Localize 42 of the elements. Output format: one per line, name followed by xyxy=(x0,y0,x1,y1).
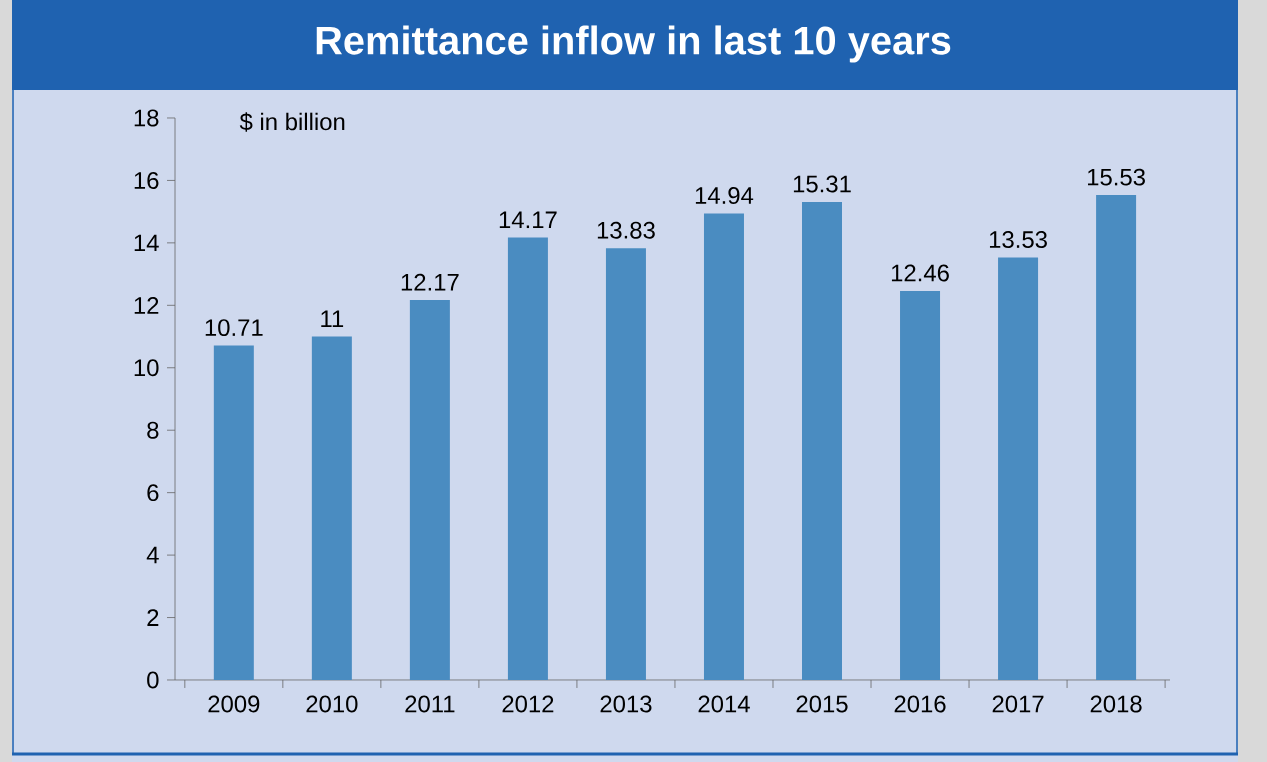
y-tick-label: 0 xyxy=(147,671,159,689)
data-label: 11 xyxy=(321,310,344,328)
data-label: 12.46 xyxy=(891,264,949,282)
data-label: 13.83 xyxy=(597,221,655,239)
x-tick-label: 2013 xyxy=(600,695,652,713)
x-tick-label: 2017 xyxy=(992,695,1044,713)
data-label: 10.71 xyxy=(205,319,263,337)
bar xyxy=(213,345,254,680)
y-tick-label: 2 xyxy=(147,609,159,626)
x-tick-label: 2014 xyxy=(698,695,750,713)
bar xyxy=(605,248,646,680)
data-label: 15.53 xyxy=(1088,168,1145,186)
bar xyxy=(409,300,450,680)
y-tick-label: 18 xyxy=(134,109,159,127)
data-label: 14.17 xyxy=(499,211,557,229)
x-tick-label: 2016 xyxy=(894,695,946,713)
bar xyxy=(1096,195,1137,680)
x-tick-label: 2009 xyxy=(208,695,260,713)
y-tick-label: 4 xyxy=(146,546,159,564)
bar xyxy=(703,213,744,680)
bar xyxy=(507,237,548,680)
x-tick-label: 2015 xyxy=(796,695,848,713)
x-tick-label: 2012 xyxy=(502,695,554,713)
bar xyxy=(311,336,352,680)
chart-title: Remittance inflow in last 10 years xyxy=(316,25,951,63)
y-tick-label: 10 xyxy=(134,359,159,377)
x-tick-label: 2010 xyxy=(306,695,358,713)
bar xyxy=(802,201,842,680)
data-label: 15.31 xyxy=(793,175,851,193)
y-tick-label: 8 xyxy=(147,421,159,439)
bar xyxy=(998,257,1039,680)
y-tick-label: 6 xyxy=(147,484,159,502)
data-label: 13.53 xyxy=(989,231,1047,249)
y-tick-label: 16 xyxy=(134,171,159,189)
y-axis-title: $ in billion xyxy=(239,112,345,132)
data-label: 14.94 xyxy=(695,187,754,204)
x-tick-label: 2018 xyxy=(1090,695,1142,713)
y-tick-label: 12 xyxy=(134,296,159,314)
data-label: 12.17 xyxy=(401,273,459,291)
bar xyxy=(900,290,941,680)
y-tick-label: 14 xyxy=(134,234,159,252)
x-tick-label: 2011 xyxy=(405,695,455,713)
